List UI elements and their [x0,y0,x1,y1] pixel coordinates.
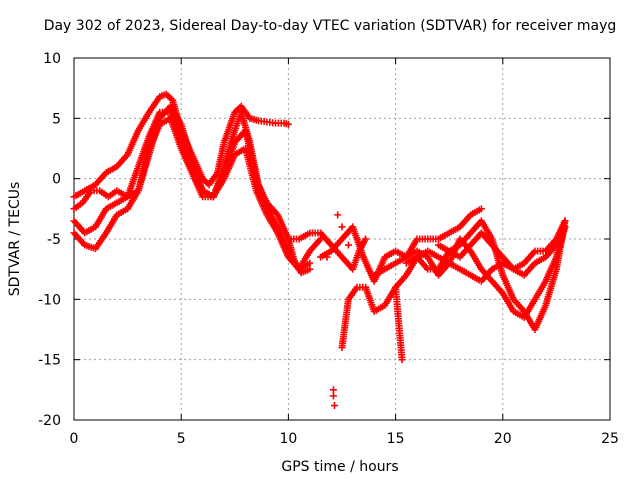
data-point [306,259,314,267]
x-axis-label: GPS time / hours [281,459,398,475]
data-point [329,386,337,394]
data-point [362,235,370,243]
data-point [338,223,346,231]
data-point [477,205,485,213]
y-tick-label: -15 [38,353,61,369]
x-tick-label: 15 [387,431,405,447]
data-point [398,356,406,364]
x-tick-label: 25 [601,431,619,447]
data-point [330,402,338,410]
series-track-b [70,102,314,277]
y-tick-label: -10 [38,292,61,308]
y-tick-label: 10 [43,51,61,67]
x-tick-label: 10 [279,431,297,447]
series-track-h [370,223,569,321]
data-point [329,392,337,400]
data-points [70,90,569,410]
series-track-c [70,108,314,273]
y-tick-label: -20 [38,413,61,429]
series-track-g [338,217,569,352]
y-tick-label: -5 [47,232,61,248]
data-point [334,211,342,219]
data-point [323,253,331,261]
series-dip-15 [392,283,406,364]
chart-title: Day 302 of 2023, Sidereal Day-to-day VTE… [43,18,617,34]
y-axis-label: SDTVAR / TECUs [7,182,23,297]
y-tick-label: 5 [52,111,61,127]
series-track-d [70,114,325,273]
x-tick-label: 0 [70,431,79,447]
y-tick-label: 0 [52,172,61,188]
series-isolated [323,211,352,410]
series-track-e [284,229,370,273]
axis-ticks: 0 5 10 15 20 25 -20 -15 -10 -5 0 5 10 [38,51,619,447]
x-tick-label: 20 [494,431,512,447]
data-point [306,265,314,273]
series-track-j [434,217,569,273]
x-tick-label: 5 [177,431,186,447]
data-point [284,120,292,128]
data-point [344,241,352,249]
data-point [561,217,569,225]
